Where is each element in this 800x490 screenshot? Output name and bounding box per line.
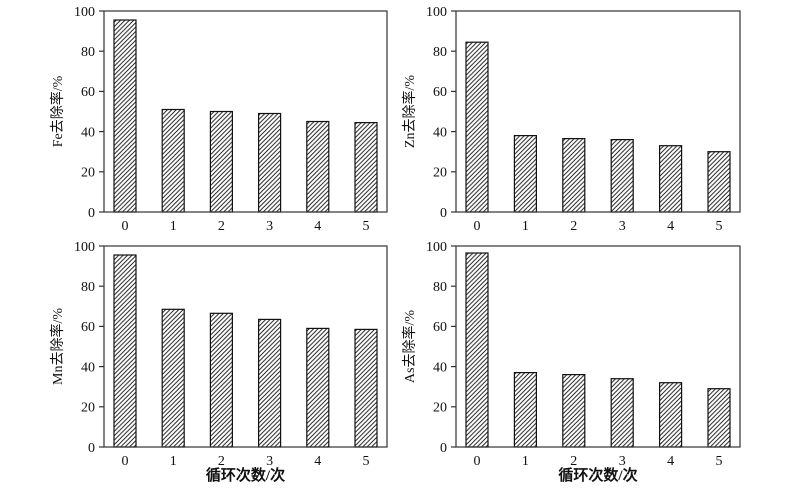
x-tick-label: 4 (667, 219, 674, 234)
y-tick-label: 20 (81, 166, 95, 181)
x-tick-label: 4 (314, 219, 321, 234)
x-tick-label: 0 (474, 454, 481, 469)
bar-mn-removal-2 (209, 312, 233, 448)
x-axis-title-as-removal: 循环次数/次 (558, 466, 637, 484)
x-tick-label: 4 (314, 454, 321, 469)
y-tick-label: 40 (81, 360, 95, 375)
bar-zn-removal-5 (707, 151, 731, 213)
bar-as-removal-3 (610, 378, 634, 448)
x-tick-label: 3 (266, 454, 273, 469)
x-tick-label: 4 (667, 454, 674, 469)
bar-zn-removal-2 (562, 138, 586, 213)
y-tick-label: 60 (433, 320, 447, 335)
plot-box (103, 245, 388, 448)
x-tick-label: 3 (266, 219, 273, 234)
y-axis-title-as-removal: As去除率/% (401, 310, 418, 383)
y-tick-label: 80 (81, 45, 95, 60)
bar-fe-removal-5 (354, 121, 378, 213)
y-tick-label: 60 (433, 85, 447, 100)
y-tick-label: 100 (74, 5, 95, 20)
plot-box (455, 10, 741, 213)
x-tick-label: 3 (619, 454, 626, 469)
plot-box (455, 245, 741, 448)
y-tick-label: 0 (88, 206, 95, 221)
x-tick-label: 2 (570, 454, 577, 469)
bar-as-removal-5 (707, 388, 731, 448)
x-tick-label: 5 (716, 454, 723, 469)
bar-fe-removal-4 (306, 120, 330, 213)
x-tick-label: 2 (570, 219, 577, 234)
chart-as-removal: 0 1 2 3 4 5 0 20 40 60 80 100 As去除率/% 循环次数/次 (401, 240, 741, 484)
y-tick-label: 20 (433, 401, 447, 416)
y-tick-label: 20 (81, 401, 95, 416)
x-tick-label: 0 (122, 219, 129, 234)
x-axis-title-mn-removal: 循环次数/次 (206, 466, 285, 484)
bar-fe-removal-2 (209, 110, 233, 213)
x-tick-label: 3 (619, 219, 626, 234)
x-tick-label: 1 (170, 454, 177, 469)
bar-fe-removal-1 (161, 108, 185, 213)
bar-mn-removal-0 (113, 254, 137, 448)
y-tick-label: 40 (81, 125, 95, 140)
bar-as-removal-1 (513, 372, 538, 448)
bar-fe-removal-3 (258, 112, 282, 213)
bar-zn-removal-1 (513, 135, 538, 213)
bar-mn-removal-5 (354, 328, 378, 448)
y-tick-label: 100 (426, 240, 447, 255)
bar-as-removal-2 (562, 374, 586, 448)
bar-mn-removal-4 (306, 327, 330, 448)
bar-zn-removal-0 (465, 41, 489, 213)
x-tick-label: 5 (363, 219, 370, 234)
y-axis-title-fe-removal: Fe去除率/% (49, 75, 66, 147)
y-tick-label: 100 (426, 5, 447, 20)
chart-zn-removal: 0 1 2 3 4 5 0 20 40 60 80 100 Zn去除率/% (401, 5, 741, 234)
y-tick-label: 60 (81, 320, 95, 335)
y-tick-label: 0 (88, 441, 95, 456)
bar-as-removal-4 (658, 382, 683, 448)
x-tick-label: 0 (122, 454, 129, 469)
y-tick-label: 100 (74, 240, 95, 255)
y-tick-label: 80 (81, 280, 95, 295)
x-tick-label: 2 (218, 219, 225, 234)
y-tick-label: 60 (81, 85, 95, 100)
chart-mn-removal: 0 1 2 3 4 5 0 20 40 60 80 100 Mn去除率/% 循环次数/次 (49, 240, 388, 484)
bar-zn-removal-4 (658, 145, 683, 213)
x-tick-label: 2 (218, 454, 225, 469)
x-tick-label: 1 (170, 219, 177, 234)
x-tick-label: 0 (474, 219, 481, 234)
y-tick-label: 80 (433, 280, 447, 295)
x-tick-label: 1 (522, 219, 529, 234)
bar-as-removal-0 (465, 252, 489, 448)
y-tick-label: 40 (433, 360, 447, 375)
plot-box (103, 10, 388, 213)
y-tick-label: 20 (433, 166, 447, 181)
bar-mn-removal-3 (258, 318, 282, 448)
x-tick-label: 5 (716, 219, 723, 234)
y-tick-label: 0 (440, 441, 447, 456)
y-axis-title-mn-removal: Mn去除率/% (49, 308, 66, 385)
x-tick-label: 5 (363, 454, 370, 469)
y-axis-title-zn-removal: Zn去除率/% (401, 75, 418, 148)
bar-zn-removal-3 (610, 139, 634, 213)
y-tick-label: 80 (433, 45, 447, 60)
y-tick-label: 0 (440, 206, 447, 221)
x-tick-label: 1 (522, 454, 529, 469)
bar-mn-removal-1 (161, 308, 185, 448)
y-tick-label: 40 (433, 125, 447, 140)
chart-fe-removal: 0 1 2 3 4 5 0 20 40 60 80 100 Fe去除率/% (49, 5, 388, 234)
bar-fe-removal-0 (113, 19, 137, 213)
